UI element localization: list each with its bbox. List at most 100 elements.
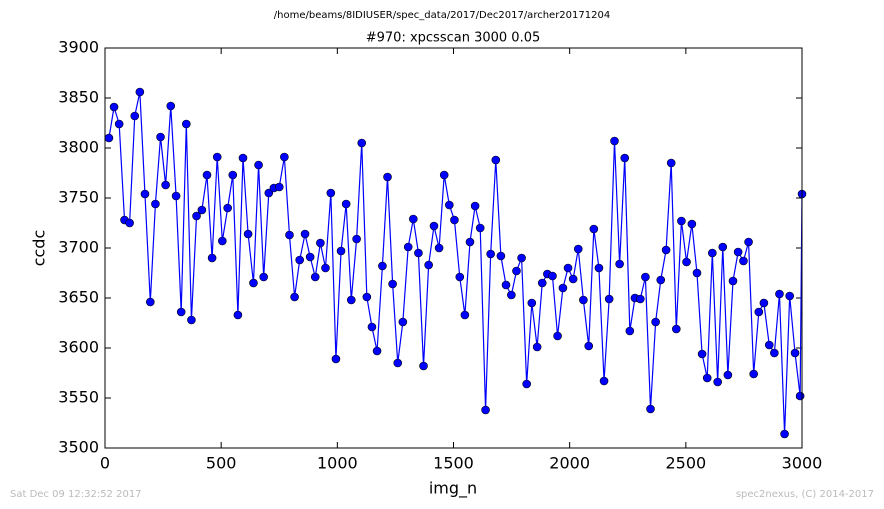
data-point — [161, 180, 170, 190]
data-point — [336, 246, 346, 256]
data-point — [537, 278, 547, 288]
data-point — [182, 119, 191, 129]
data-point — [687, 219, 697, 229]
data-point — [517, 253, 526, 263]
data-point — [109, 102, 119, 112]
data-point — [764, 340, 774, 350]
data-point — [300, 229, 310, 239]
data-point — [378, 261, 387, 271]
data-point — [775, 289, 784, 299]
data-point — [604, 294, 614, 304]
data-point — [579, 295, 588, 305]
data-point — [615, 259, 624, 269]
data-point — [486, 249, 495, 259]
data-point — [367, 322, 377, 332]
data-point — [651, 317, 660, 327]
data-point — [635, 294, 645, 304]
data-point — [372, 346, 382, 356]
data-point — [243, 229, 253, 239]
data-point — [192, 211, 201, 221]
y-tick-label: 3550 — [58, 388, 99, 407]
data-point — [744, 237, 753, 247]
data-point — [501, 280, 511, 290]
data-point — [450, 215, 459, 225]
data-point — [532, 342, 542, 352]
data-point — [171, 191, 181, 201]
data-point — [280, 152, 289, 162]
data-point — [445, 200, 454, 210]
x-tick-label: 500 — [206, 454, 237, 473]
data-point — [589, 224, 599, 234]
data-point — [125, 218, 134, 228]
data-point — [610, 136, 619, 146]
data-point — [388, 279, 397, 289]
data-point — [656, 275, 666, 285]
data-point — [739, 256, 748, 266]
data-point — [254, 160, 263, 170]
data-point — [187, 315, 196, 325]
data-point — [207, 253, 217, 263]
data-point — [785, 291, 794, 301]
data-point — [795, 391, 805, 401]
data-point — [383, 172, 392, 182]
data-point — [274, 182, 284, 192]
data-point — [548, 271, 557, 281]
footer-right: spec2nexus, (C) 2014-2017 — [736, 489, 874, 500]
data-point — [465, 237, 475, 247]
data-point — [352, 234, 361, 244]
data-point — [264, 188, 274, 198]
data-point — [723, 370, 733, 380]
data-point — [599, 376, 609, 386]
plot-frame — [104, 47, 803, 449]
data-point — [114, 119, 124, 129]
y-tick-label: 3750 — [58, 188, 99, 207]
data-point — [460, 310, 470, 320]
data-point — [331, 354, 341, 364]
data-point — [702, 373, 712, 383]
data-point — [403, 242, 413, 252]
data-point — [496, 251, 506, 261]
data-point — [512, 266, 521, 276]
data-point — [362, 292, 372, 302]
y-tick-label: 3850 — [58, 88, 99, 107]
data-point — [434, 243, 444, 253]
data-point — [176, 307, 186, 317]
y-tick-label: 3900 — [58, 38, 99, 57]
x-tick-label: 1500 — [433, 454, 474, 473]
data-point — [713, 377, 722, 387]
chart-title: /home/beams/8IDIUSER/spec_data/2017/Dec2… — [274, 10, 610, 21]
data-point — [672, 324, 681, 334]
x-tick-label: 2500 — [665, 454, 706, 473]
data-point — [439, 170, 449, 180]
data-point — [104, 133, 114, 143]
data-point — [346, 295, 356, 305]
data-point — [223, 203, 232, 213]
x-tick-label: 3000 — [782, 454, 823, 473]
data-point — [146, 297, 155, 307]
chart-subtitle: #970: xpcsscan 3000 0.05 — [366, 31, 541, 46]
data-point — [419, 361, 428, 371]
data-point — [553, 331, 562, 341]
data-point — [661, 245, 671, 255]
footer-left: Sat Dec 09 12:32:52 2017 — [10, 489, 142, 500]
data-point — [233, 310, 243, 320]
data-point — [790, 348, 800, 358]
y-axis-label: ccdc — [30, 230, 49, 267]
data-point — [212, 152, 222, 162]
data-point — [666, 158, 676, 168]
data-point — [749, 369, 758, 379]
data-point — [594, 263, 604, 273]
data-line — [108, 91, 803, 435]
data-point — [218, 236, 227, 246]
y-tick-label: 3800 — [58, 138, 99, 157]
data-point — [455, 272, 465, 282]
data-point — [733, 247, 743, 257]
data-point — [677, 216, 686, 226]
data-point — [130, 111, 140, 121]
data-point — [310, 272, 320, 282]
data-point — [584, 341, 594, 351]
x-tick-label: 0 — [100, 454, 110, 473]
data-point — [780, 429, 789, 439]
data-point — [140, 189, 150, 199]
